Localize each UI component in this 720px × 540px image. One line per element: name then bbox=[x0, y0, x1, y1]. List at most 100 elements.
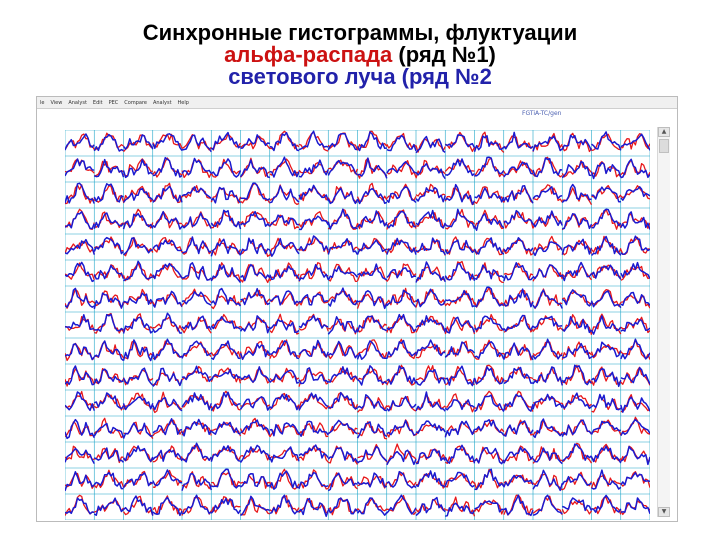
histogram-series-1 bbox=[444, 158, 475, 172]
histogram-series-1 bbox=[152, 469, 183, 488]
histogram-series-2 bbox=[93, 133, 124, 152]
histogram-series-1 bbox=[386, 160, 417, 178]
histogram-series-2 bbox=[64, 261, 95, 283]
histogram-series-2 bbox=[122, 158, 154, 179]
histogram-series-2 bbox=[474, 187, 505, 203]
histogram-series-1 bbox=[327, 472, 358, 490]
histogram-series-2 bbox=[122, 495, 154, 516]
histogram-series-2 bbox=[122, 367, 154, 386]
histogram-series-2 bbox=[444, 341, 476, 358]
menu-item-file[interactable]: le bbox=[40, 99, 45, 106]
histogram-series-1 bbox=[152, 263, 183, 279]
histogram-series-2 bbox=[386, 449, 417, 466]
histogram-series-2 bbox=[210, 316, 241, 330]
histogram-series-1 bbox=[94, 185, 125, 203]
histogram-series-1 bbox=[357, 421, 387, 440]
menu-item-pec[interactable]: PEC bbox=[108, 99, 119, 106]
histogram-series-2 bbox=[561, 134, 593, 151]
histogram-series-2 bbox=[561, 160, 592, 179]
histogram-series-2 bbox=[327, 447, 359, 463]
scroll-up-button[interactable]: ▲ bbox=[658, 127, 670, 137]
histogram-series-2 bbox=[445, 365, 476, 387]
histogram-series-2 bbox=[503, 494, 534, 517]
histogram-series-1 bbox=[298, 368, 329, 387]
histogram-series-1 bbox=[152, 182, 183, 204]
histogram-series-2 bbox=[210, 421, 241, 435]
histogram-series-1 bbox=[210, 496, 241, 513]
histogram-series-2 bbox=[532, 157, 563, 178]
histogram-series-2 bbox=[239, 237, 271, 255]
histogram-series-1 bbox=[445, 496, 476, 517]
histogram-series-2 bbox=[152, 469, 183, 487]
histogram-series-2 bbox=[357, 394, 387, 412]
histogram-series-2 bbox=[532, 393, 563, 410]
histogram-series-2 bbox=[181, 134, 212, 153]
histogram-series-2 bbox=[473, 135, 505, 152]
histogram-series-2 bbox=[298, 367, 329, 385]
histogram-series-2 bbox=[269, 494, 300, 515]
histogram-series-1 bbox=[152, 340, 183, 360]
histogram-series-2 bbox=[386, 161, 417, 174]
histogram-series-2 bbox=[591, 494, 622, 513]
menu-item-view[interactable]: View bbox=[50, 99, 63, 106]
histogram-series-2 bbox=[503, 366, 534, 385]
menu-item-compare[interactable]: Compare bbox=[124, 99, 147, 106]
menu-item-analyst-2[interactable]: Analyst bbox=[152, 99, 172, 106]
histogram-series-2 bbox=[444, 316, 476, 334]
histogram-series-2 bbox=[94, 392, 125, 410]
menu-item-analyst[interactable]: Analyst bbox=[68, 99, 87, 106]
histogram-series-1 bbox=[474, 390, 505, 411]
histogram-series-1 bbox=[591, 133, 621, 152]
histogram-series-1 bbox=[386, 209, 417, 230]
scroll-down-button[interactable]: ▼ bbox=[658, 507, 670, 517]
histogram-series-2 bbox=[210, 497, 242, 515]
histogram-series-2 bbox=[152, 290, 183, 308]
histogram-series-2 bbox=[123, 260, 154, 282]
histogram-series-2 bbox=[503, 185, 534, 204]
histogram-series-2 bbox=[357, 290, 388, 310]
histogram-series-2 bbox=[473, 213, 505, 231]
histogram-series-2 bbox=[474, 341, 505, 360]
histogram-series-2 bbox=[94, 447, 125, 463]
histogram-series-2 bbox=[357, 445, 388, 464]
title-alpha-decay: альфа-распада bbox=[224, 42, 393, 67]
histogram-series-1 bbox=[240, 182, 271, 204]
histogram-series-2 bbox=[561, 289, 593, 307]
vertical-scrollbar[interactable]: ▲ ▼ bbox=[657, 127, 670, 517]
histogram-series-2 bbox=[415, 470, 446, 488]
histogram-series-2 bbox=[94, 158, 125, 178]
histogram-series-2 bbox=[532, 135, 563, 152]
histogram-series-2 bbox=[415, 420, 446, 434]
histogram-series-1 bbox=[591, 208, 622, 230]
scroll-thumb[interactable] bbox=[659, 139, 669, 153]
histogram-series-2 bbox=[298, 497, 330, 518]
histogram-series-2 bbox=[152, 156, 183, 178]
histogram-series-2 bbox=[298, 235, 329, 252]
histogram-series-2 bbox=[503, 342, 534, 361]
menu-item-edit[interactable]: Edit bbox=[92, 99, 103, 106]
histogram-series-2 bbox=[503, 161, 534, 178]
histogram-series-2 bbox=[64, 314, 95, 330]
histogram-series-1 bbox=[620, 416, 651, 437]
menu-item-help[interactable]: Help bbox=[177, 99, 189, 106]
histogram-series-2 bbox=[93, 471, 124, 490]
histogram-series-2 bbox=[64, 287, 95, 308]
histogram-series-2 bbox=[445, 158, 475, 177]
histogram-series-2 bbox=[240, 495, 271, 517]
histogram-series-1 bbox=[591, 289, 622, 307]
histogram-series-2 bbox=[356, 187, 388, 205]
histogram-series-1 bbox=[123, 313, 154, 331]
histogram-series-2 bbox=[503, 262, 534, 282]
histogram-series-2 bbox=[152, 185, 183, 203]
histogram-series-2 bbox=[503, 474, 534, 488]
histogram-series-2 bbox=[415, 237, 446, 256]
histogram-series-2 bbox=[181, 442, 212, 463]
histogram-series-2 bbox=[591, 367, 622, 388]
histogram-series-2 bbox=[93, 264, 125, 280]
histogram-series-2 bbox=[181, 365, 212, 383]
histogram-series-2 bbox=[327, 419, 358, 435]
histogram-series-2 bbox=[620, 366, 651, 385]
histogram-series-2 bbox=[503, 209, 534, 225]
histogram-series-2 bbox=[532, 418, 563, 439]
histogram-series-2 bbox=[620, 158, 651, 179]
